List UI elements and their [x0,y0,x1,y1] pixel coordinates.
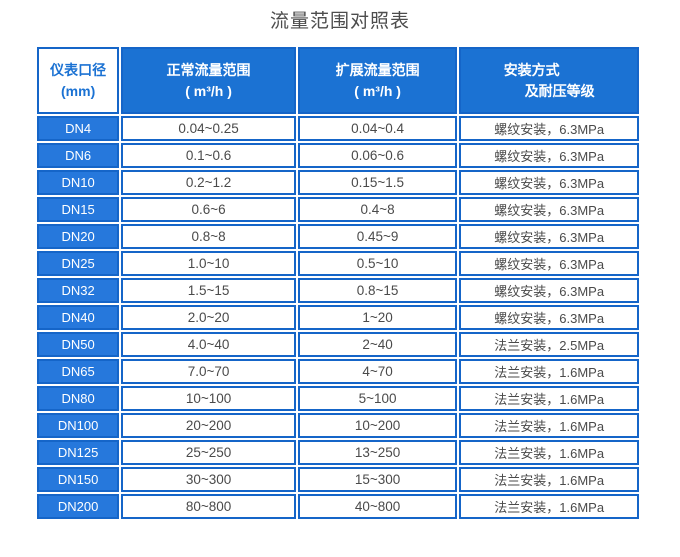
table-row: DN200 80~800 40~800 法兰安装，1.6MPa [37,494,639,519]
install-cell: 螺纹安装，6.3MPa [459,278,639,303]
install-cell: 螺纹安装，6.3MPa [459,170,639,195]
header-line: 安装方式 [503,61,560,78]
table-row: DN15 0.6~6 0.4~8 螺纹安装，6.3MPa [37,197,639,222]
header-cell-text: 扩展流量范围 ( m³/h ) [300,60,456,102]
extended-flow-cell: 0.5~10 [297,251,458,276]
install-cell: 螺纹安装，6.3MPa [459,197,639,222]
extended-flow-cell: 2~40 [297,332,458,357]
normal-flow-cell: 1.5~15 [121,278,296,303]
table-row: DN65 7.0~70 4~70 法兰安装，1.6MPa [37,359,639,384]
install-cell: 法兰安装，1.6MPa [459,440,639,465]
extended-flow-cell: 4~70 [297,359,458,384]
row-label-cell: DN40 [37,305,120,330]
row-label-cell: DN20 [37,224,120,249]
normal-flow-cell: 2.0~20 [121,305,296,330]
normal-flow-cell: 25~250 [121,440,296,465]
normal-flow-cell: 1.0~10 [121,251,296,276]
row-label-cell: DN10 [37,170,120,195]
row-label-cell: DN25 [37,251,120,276]
table-row: DN32 1.5~15 0.8~15 螺纹安装，6.3MPa [37,278,639,303]
table-row: DN100 20~200 10~200 法兰安装，1.6MPa [37,413,639,438]
extended-flow-cell: 0.4~8 [297,197,458,222]
header-cell-2: 扩展流量范围 ( m³/h ) [297,47,458,114]
normal-flow-cell: 7.0~70 [121,359,296,384]
extended-flow-cell: 1~20 [297,305,458,330]
row-label-cell: DN50 [37,332,120,357]
header-cell-text: 正常流量范围 ( m³/h ) [123,60,294,102]
install-cell: 螺纹安装，6.3MPa [459,305,639,330]
table-row: DN6 0.1~0.6 0.06~0.6 螺纹安装，6.3MPa [37,143,639,168]
row-label-cell: DN125 [37,440,120,465]
normal-flow-cell: 4.0~40 [121,332,296,357]
row-label-cell: DN200 [37,494,120,519]
row-label-cell: DN15 [37,197,120,222]
extended-flow-cell: 10~200 [297,413,458,438]
header-line: ( m³/h ) [185,82,232,99]
header-line: 仪表口径 [50,61,107,78]
normal-flow-cell: 80~800 [121,494,296,519]
flow-range-table: 仪表口径 (mm) 正常流量范围 ( m³/h ) 扩展流量范围 ( m³/h ) 安装方式… [35,45,641,521]
extended-flow-cell: 0.8~15 [297,278,458,303]
row-label-cell: DN150 [37,467,120,492]
row-label-cell: DN80 [37,386,120,411]
table-row: DN80 10~100 5~100 法兰安装，1.6MPa [37,386,639,411]
table-row: DN25 1.0~10 0.5~10 螺纹安装，6.3MPa [37,251,639,276]
extended-flow-cell: 0.04~0.4 [297,116,458,141]
row-label-cell: DN6 [37,143,120,168]
normal-flow-cell: 0.8~8 [121,224,296,249]
header-cell-text: 安装方式及耐压等级 [504,60,595,102]
install-cell: 法兰安装，1.6MPa [459,467,639,492]
install-cell: 法兰安装，1.6MPa [459,386,639,411]
install-cell: 法兰安装，2.5MPa [459,332,639,357]
header-line: 扩展流量范围 [335,61,420,78]
page-title: 流量范围对照表 [269,11,410,32]
extended-flow-cell: 5~100 [297,386,458,411]
header-line: 及耐压等级 [524,82,595,99]
extended-flow-cell: 15~300 [297,467,458,492]
row-label-cell: DN4 [37,116,120,141]
install-cell: 螺纹安装，6.3MPa [459,251,639,276]
normal-flow-cell: 20~200 [121,413,296,438]
table-row: DN50 4.0~40 2~40 法兰安装，2.5MPa [37,332,639,357]
normal-flow-cell: 0.04~0.25 [121,116,296,141]
install-cell: 法兰安装，1.6MPa [459,494,639,519]
install-cell: 螺纹安装，6.3MPa [459,143,639,168]
install-cell: 螺纹安装，6.3MPa [459,116,639,141]
row-label-cell: DN100 [37,413,120,438]
table-row: DN10 0.2~1.2 0.15~1.5 螺纹安装，6.3MPa [37,170,639,195]
header-row: 仪表口径 (mm) 正常流量范围 ( m³/h ) 扩展流量范围 ( m³/h ) 安装方式… [37,47,639,114]
install-cell: 螺纹安装，6.3MPa [459,224,639,249]
row-label-cell: DN65 [37,359,120,384]
header-cell-0: 仪表口径 (mm) [37,47,120,114]
normal-flow-cell: 0.2~1.2 [121,170,296,195]
header-line: ( m³/h ) [354,82,401,99]
install-cell: 法兰安装，1.6MPa [459,359,639,384]
header-cell-text: 仪表口径 (mm) [39,60,117,102]
extended-flow-cell: 0.45~9 [297,224,458,249]
normal-flow-cell: 10~100 [121,386,296,411]
header-line: (mm) [61,82,96,99]
normal-flow-cell: 30~300 [121,467,296,492]
table-body: DN4 0.04~0.25 0.04~0.4 螺纹安装，6.3MPa DN6 0.1~0.… [37,116,639,519]
table-row: DN150 30~300 15~300 法兰安装，1.6MPa [37,467,639,492]
extended-flow-cell: 40~800 [297,494,458,519]
extended-flow-cell: 0.15~1.5 [297,170,458,195]
normal-flow-cell: 0.6~6 [121,197,296,222]
table-row: DN4 0.04~0.25 0.04~0.4 螺纹安装，6.3MPa [37,116,639,141]
page-card: 流量范围对照表 仪表口径 (mm) 正常流量范围 ( m³/h ) 扩展流量范围 ( m³… [0,10,680,557]
normal-flow-cell: 0.1~0.6 [121,143,296,168]
header-cell-1: 正常流量范围 ( m³/h ) [121,47,296,114]
table-row: DN125 25~250 13~250 法兰安装，1.6MPa [37,440,639,465]
table-header: 仪表口径 (mm) 正常流量范围 ( m³/h ) 扩展流量范围 ( m³/h ) 安装方式… [37,47,639,114]
header-line: 正常流量范围 [166,61,251,78]
table-row: DN40 2.0~20 1~20 螺纹安装，6.3MPa [37,305,639,330]
header-cell-3: 安装方式及耐压等级 [459,47,639,114]
install-cell: 法兰安装，1.6MPa [459,413,639,438]
extended-flow-cell: 0.06~0.6 [297,143,458,168]
extended-flow-cell: 13~250 [297,440,458,465]
row-label-cell: DN32 [37,278,120,303]
table-row: DN20 0.8~8 0.45~9 螺纹安装，6.3MPa [37,224,639,249]
